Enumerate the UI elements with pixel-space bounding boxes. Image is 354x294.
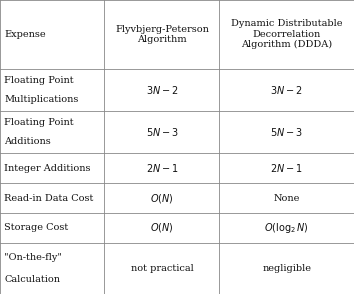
Text: Floating Point: Floating Point <box>4 76 74 85</box>
Text: Flyvbjerg-Peterson
Algorithm: Flyvbjerg-Peterson Algorithm <box>115 25 209 44</box>
Text: Read-in Data Cost: Read-in Data Cost <box>4 193 93 203</box>
Text: not practical: not practical <box>131 264 193 273</box>
Text: $2N-1$: $2N-1$ <box>145 162 178 174</box>
Text: Expense: Expense <box>4 30 46 39</box>
Text: negligible: negligible <box>262 264 311 273</box>
Text: $3N-2$: $3N-2$ <box>270 84 303 96</box>
Text: Dynamic Distributable
Decorrelation
Algorithm (DDDA): Dynamic Distributable Decorrelation Algo… <box>231 19 342 49</box>
Text: "On-the-fly": "On-the-fly" <box>4 253 62 262</box>
Text: Floating Point: Floating Point <box>4 118 74 127</box>
Text: Storage Cost: Storage Cost <box>4 223 68 233</box>
Text: $O(\log_2 N)$: $O(\log_2 N)$ <box>264 221 309 235</box>
Text: Multiplications: Multiplications <box>4 95 79 103</box>
Text: $5N-3$: $5N-3$ <box>145 126 178 138</box>
Text: $O(N)$: $O(N)$ <box>150 221 174 235</box>
Text: $2N-1$: $2N-1$ <box>270 162 303 174</box>
Text: $3N-2$: $3N-2$ <box>145 84 178 96</box>
Text: Calculation: Calculation <box>4 275 60 284</box>
Text: $5N-3$: $5N-3$ <box>270 126 303 138</box>
Text: $O(N)$: $O(N)$ <box>150 192 174 205</box>
Text: Additions: Additions <box>4 137 51 146</box>
Text: Integer Additions: Integer Additions <box>4 164 91 173</box>
Text: None: None <box>274 193 300 203</box>
